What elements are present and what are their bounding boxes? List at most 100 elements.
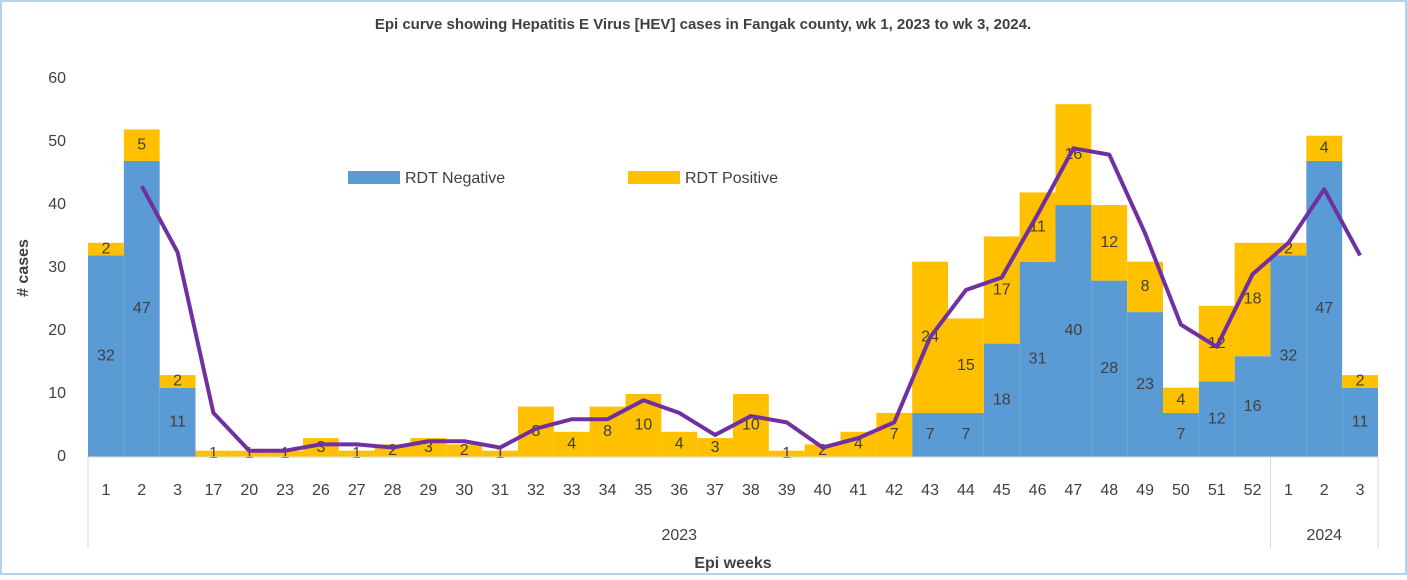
data-label: 2: [1356, 373, 1365, 390]
bar-segment: [195, 450, 232, 457]
x-tick-label: 1: [1284, 482, 1293, 499]
bar-segment: [1019, 261, 1056, 457]
x-tick-label: 52: [1244, 482, 1262, 499]
bar-segment: [1198, 381, 1235, 457]
data-label: 5: [137, 136, 146, 153]
x-tick-label: 3: [1356, 482, 1365, 499]
data-label: 4: [1176, 392, 1185, 409]
x-tick-label: 46: [1029, 482, 1047, 499]
data-label: 7: [890, 426, 899, 443]
data-label: 7: [1176, 426, 1185, 443]
data-label: 4: [854, 436, 863, 453]
bar-segment: [661, 431, 698, 457]
bar-segment: [123, 129, 160, 161]
data-label: 11: [1352, 414, 1369, 431]
bar-segment: [1055, 205, 1092, 457]
group-label: 2024: [1306, 527, 1342, 544]
bar-segment: [912, 412, 948, 457]
bar-segment: [1270, 255, 1307, 457]
x-tick-label: 48: [1100, 482, 1118, 499]
data-label: 3: [711, 439, 720, 456]
x-tick-label: 30: [455, 482, 473, 499]
x-tick-label: 39: [778, 482, 796, 499]
data-label: 8: [1141, 278, 1150, 295]
x-tick-label: 2: [137, 482, 146, 499]
bar-segment: [159, 375, 196, 388]
data-label: 16: [1244, 398, 1262, 415]
data-label: 4: [567, 436, 576, 453]
data-label: 32: [97, 347, 115, 364]
bar-segment: [88, 242, 124, 256]
data-label: 4: [1320, 140, 1329, 157]
x-tick-label: 3: [173, 482, 182, 499]
bar-segment: [1163, 412, 1199, 457]
x-tick-label: 2: [1320, 482, 1329, 499]
x-tick-label: 40: [814, 482, 832, 499]
x-tick-label: 37: [706, 482, 724, 499]
bar-segment: [948, 318, 984, 413]
bar-segment: [1342, 387, 1378, 457]
data-label: 18: [1244, 291, 1262, 308]
data-label: 23: [1136, 376, 1154, 393]
x-tick-label: 32: [527, 482, 545, 499]
trend-line: [139, 146, 1362, 453]
bar-segment: [1127, 312, 1163, 457]
bar-segment: [1091, 280, 1128, 457]
bar-segment: [88, 255, 124, 457]
bar-segment: [983, 343, 1020, 457]
data-label: 11: [169, 414, 186, 431]
data-label: 1: [496, 445, 505, 462]
data-label: 18: [993, 392, 1011, 409]
bar-segment: [1055, 104, 1092, 205]
legend-label: RDT Positive: [685, 170, 778, 187]
data-label: 2: [818, 442, 827, 459]
y-tick-label: 30: [48, 259, 66, 276]
data-label: 1: [209, 445, 218, 462]
data-label: 12: [1208, 410, 1226, 427]
x-tick-label: 49: [1136, 482, 1154, 499]
x-tick-label: 28: [384, 482, 402, 499]
data-label: 1: [352, 445, 361, 462]
x-tick-label: 17: [205, 482, 223, 499]
bar-segment: [267, 450, 303, 457]
bar-segment: [768, 450, 805, 457]
x-tick-label: 26: [312, 482, 330, 499]
data-label: 2: [1284, 240, 1293, 257]
bar-segment: [1091, 205, 1128, 281]
x-tick-label: 47: [1065, 482, 1083, 499]
bar-segment: [553, 431, 590, 457]
x-axis-label: Epi weeks: [694, 555, 771, 572]
bar-segment: [159, 387, 196, 457]
y-tick-label: 0: [57, 448, 66, 465]
data-label: 47: [1315, 300, 1333, 317]
x-tick-label: 43: [921, 482, 939, 499]
x-tick-label: 38: [742, 482, 760, 499]
bar-segment: [697, 438, 733, 457]
data-label: 2: [388, 442, 397, 459]
bar-segment: [1234, 356, 1271, 457]
legend-swatch: [628, 171, 680, 184]
bar-segment: [804, 444, 841, 457]
data-label: 40: [1065, 322, 1083, 339]
data-label: 47: [133, 300, 151, 317]
data-label: 8: [603, 423, 612, 440]
group-label: 2023: [661, 527, 697, 544]
x-tick-label: 29: [420, 482, 438, 499]
x-tick-label: 45: [993, 482, 1011, 499]
data-label: 32: [1280, 347, 1298, 364]
data-label: 3: [424, 439, 433, 456]
x-tick-label: 31: [491, 482, 509, 499]
bar-segment: [733, 394, 769, 457]
bar-segment: [1342, 375, 1378, 388]
bar-segment: [446, 444, 483, 457]
y-tick-label: 40: [48, 196, 66, 213]
bar-segment: [338, 450, 375, 457]
data-label: 2: [101, 240, 110, 257]
data-label: 7: [926, 426, 935, 443]
data-label: 17: [993, 281, 1011, 298]
bar-segment: [1127, 261, 1163, 313]
x-tick-label: 41: [850, 482, 868, 499]
